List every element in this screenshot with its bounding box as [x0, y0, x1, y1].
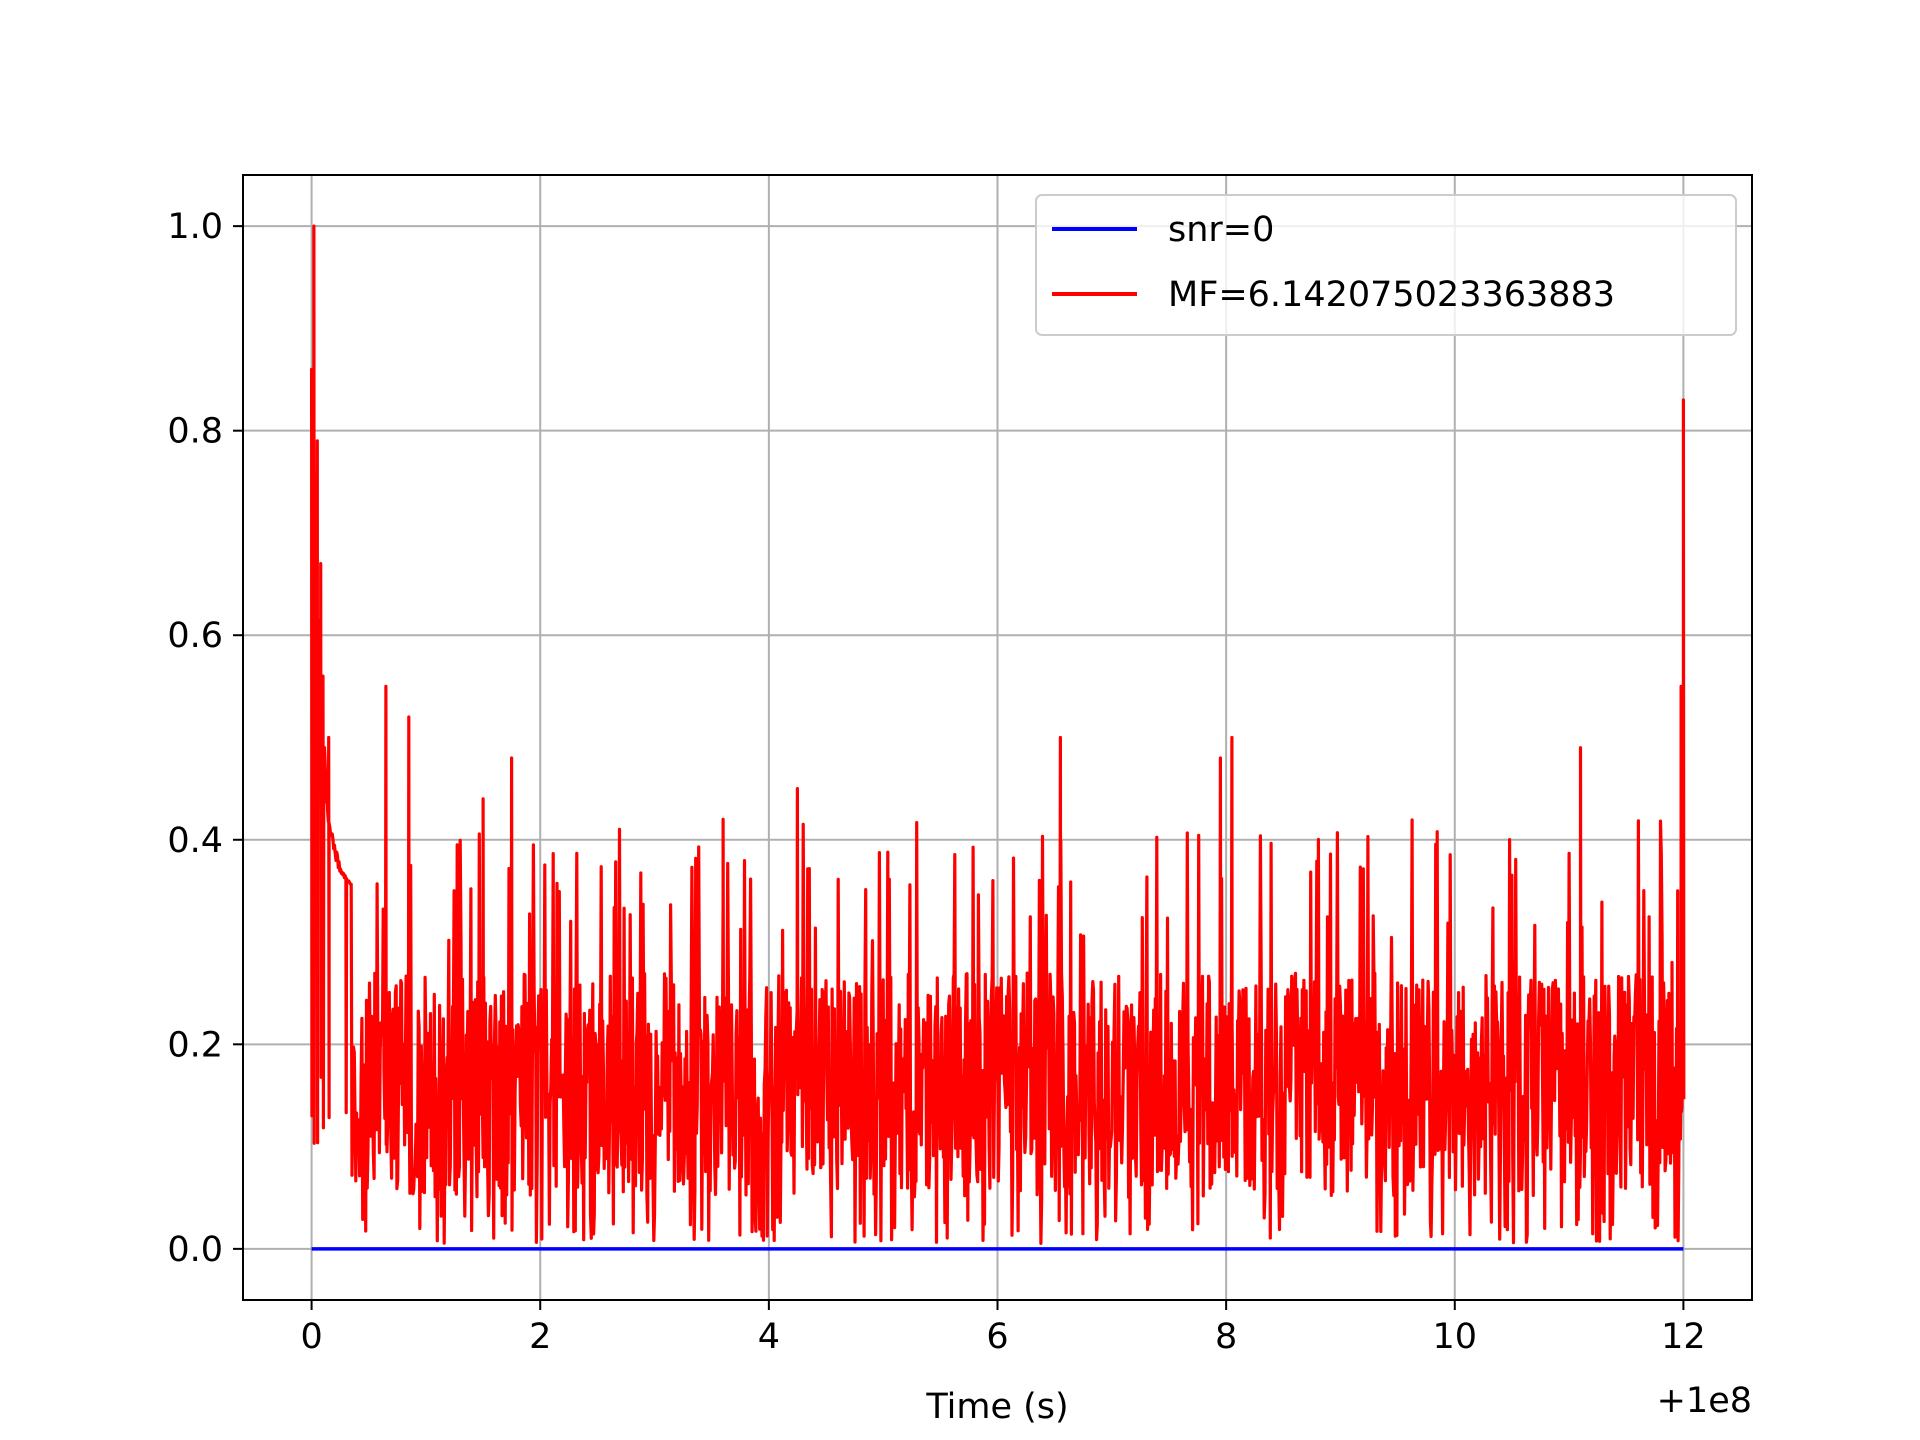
- legend: snr=0 MF=6.142075023363883: [1035, 194, 1737, 336]
- y-tick-label: 0.8: [167, 412, 223, 452]
- x-tick-label: 6: [986, 1317, 1008, 1357]
- legend-entry-snr: snr=0: [1168, 210, 1274, 250]
- x-tick-label: 4: [758, 1317, 780, 1357]
- x-tick-label: 10: [1432, 1317, 1477, 1357]
- y-tick-label: 0.4: [167, 821, 223, 861]
- y-tick-label: 0.0: [167, 1230, 223, 1270]
- y-tick-label: 0.2: [167, 1025, 223, 1065]
- series-line-mf: [310, 224, 1686, 1245]
- y-tick-label: 0.6: [167, 616, 223, 656]
- x-axis-offset-label: +1e8: [1657, 1381, 1752, 1421]
- legend-box: [1035, 194, 1737, 336]
- y-tick-label: 1.0: [167, 207, 223, 247]
- series-layer: [310, 224, 1686, 1251]
- x-tick-label: 12: [1661, 1317, 1706, 1357]
- x-tick-label: 0: [300, 1317, 322, 1357]
- x-tick-label: 8: [1215, 1317, 1237, 1357]
- x-axis-label: Time (s): [925, 1387, 1068, 1427]
- legend-entry-mf: MF=6.142075023363883: [1168, 275, 1615, 315]
- ticks: 0 2 4 6 8 10 12 0.0 0.2 0.4 0.6 0.8 1.0: [167, 207, 1705, 1357]
- x-tick-label: 2: [529, 1317, 551, 1357]
